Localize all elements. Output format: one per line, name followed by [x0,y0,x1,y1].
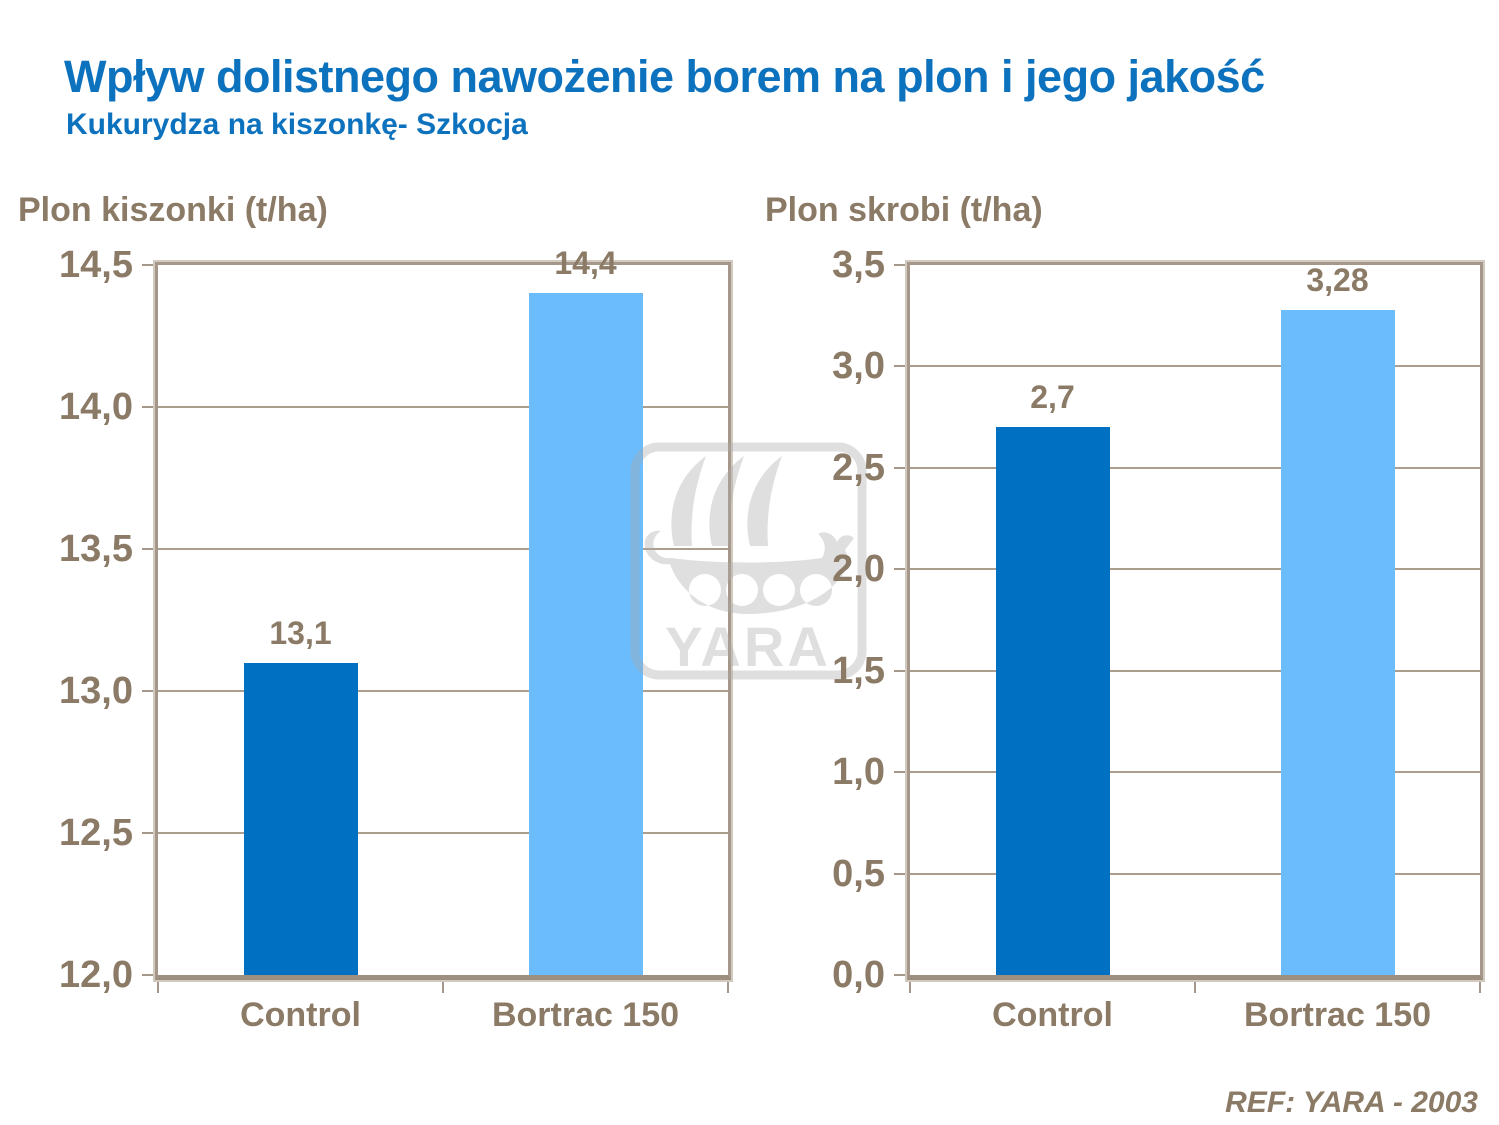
slide-subtitle: Kukurydza na kiszonkę- Szkocja [66,108,528,141]
y-axis-label: 1,0 [832,751,885,794]
bar-bortrac-150 [1280,309,1395,975]
gridline [158,406,728,408]
gridline [158,548,728,550]
y-axis-label: 13,5 [59,528,133,570]
bar-control [243,662,358,975]
bar-value-label: 14,4 [554,245,617,282]
y-tick [894,669,910,672]
left-chart-title: Plon kiszonki (t/ha) [18,191,328,229]
y-tick [894,568,910,571]
gridline [910,365,1480,368]
y-axis-label: 13,0 [59,670,133,712]
x-category-label: Control [240,996,361,1034]
plot-area [153,260,733,982]
right-chart-title: Plon skrobi (t/ha) [765,191,1043,229]
x-tick [727,980,729,993]
y-tick [894,872,910,875]
x-category-label: Bortrac 150 [491,996,680,1034]
y-axis-label: 3,0 [832,345,885,388]
x-tick [909,980,911,993]
reference-note: REF: YARA - 2003 [1225,1086,1478,1119]
gridline [910,872,1480,875]
x-tick [442,980,444,993]
bar-bortrac-150 [528,293,643,975]
x-tick [157,980,159,993]
y-tick [142,406,158,408]
x-tick [1479,980,1481,993]
y-axis-label: 14,5 [59,244,133,286]
bar-value-label: 2,7 [1030,379,1075,416]
y-tick [894,466,910,469]
gridline [910,669,1480,672]
gridline [910,771,1480,774]
gridline [158,832,728,834]
y-tick [142,974,158,976]
y-axis-label: 12,5 [59,812,133,854]
y-axis-label: 2,0 [832,548,885,591]
x-tick [1194,980,1196,993]
y-tick [894,264,910,266]
y-axis-label: 12,0 [59,954,133,996]
y-tick [894,974,910,976]
gridline [910,568,1480,571]
y-tick [142,264,158,266]
plot-area [905,260,1485,982]
y-tick [142,690,158,692]
y-tick [894,365,910,368]
y-axis-label: 2,5 [832,446,885,489]
gridline [158,690,728,692]
y-tick [894,771,910,774]
y-axis-label: 1,5 [832,649,885,692]
gridline [910,466,1480,469]
y-axis-label: 0,5 [832,852,885,895]
bar-value-label: 3,28 [1306,261,1369,298]
x-category-label: Control [992,996,1113,1034]
y-axis-label: 14,0 [59,386,133,428]
x-category-label: Bortrac 150 [1243,996,1432,1034]
y-tick [142,832,158,834]
bar-value-label: 13,1 [269,614,332,651]
y-axis-label: 0,0 [832,954,885,996]
slide-title: Wpływ dolistnego nawożenie borem na plon… [64,51,1265,102]
y-axis-label: 3,5 [832,244,885,286]
bar-control [995,427,1110,975]
y-tick [142,548,158,550]
